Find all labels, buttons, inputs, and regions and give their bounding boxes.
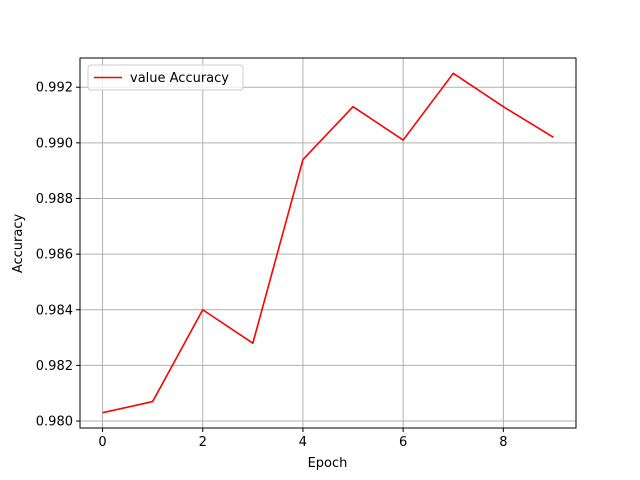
x-axis-label: Epoch <box>308 456 348 471</box>
y-tick-label: 0.988 <box>36 192 73 207</box>
axes <box>79 57 577 429</box>
x-tick-label: 4 <box>299 435 307 450</box>
legend: value Accuracy <box>87 64 244 91</box>
tick-layer: 0 2 4 6 8 0.980 0.982 0.984 0.986 0.988 0.990 0.992 <box>36 81 508 450</box>
y-tick-label: 0.984 <box>36 303 73 318</box>
x-tick-label: 2 <box>199 435 207 450</box>
plot-frame <box>79 57 577 429</box>
y-tick-label: 0.986 <box>36 248 73 263</box>
x-tick-label: 0 <box>98 435 106 450</box>
x-tick-label: 8 <box>499 435 507 450</box>
y-tick-label: 0.992 <box>36 81 73 96</box>
series-layer <box>102 72 554 414</box>
grid-lines <box>80 58 576 428</box>
x-tick-label: 6 <box>399 435 407 450</box>
legend-box <box>87 64 244 91</box>
y-tick-label: 0.980 <box>36 415 73 430</box>
series-line-0 <box>102 72 554 414</box>
y-tick-label: 0.990 <box>36 136 73 151</box>
y-tick-label: 0.982 <box>36 359 73 374</box>
y-axis-label: Accuracy <box>11 214 26 274</box>
legend-label: value Accuracy <box>130 71 229 86</box>
